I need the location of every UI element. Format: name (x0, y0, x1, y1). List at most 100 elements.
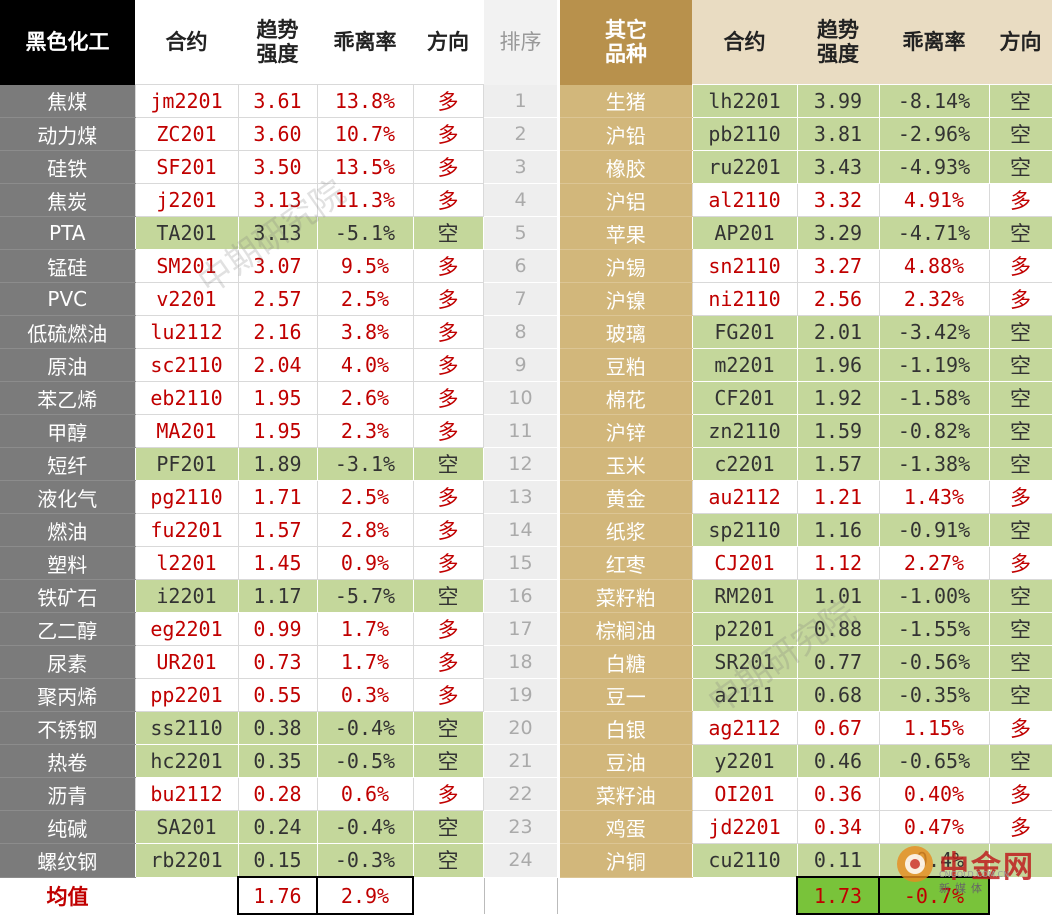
separator (557, 612, 560, 646)
left-trend-strength: 0.24 (237, 810, 318, 844)
left-deviation: 13.5% (316, 150, 414, 184)
average-empty-cell (135, 877, 238, 914)
right-trend-strength: 1.92 (796, 381, 880, 415)
left-trend-strength: 1.89 (237, 447, 318, 481)
right-deviation: -0.65% (878, 744, 990, 778)
right-commodity-name: 纸浆 (560, 513, 692, 547)
right-commodity-name: 橡胶 (560, 150, 692, 184)
table-row: 低硫燃油 lu2112 2.16 3.8% 多 8 玻璃 FG201 2.01 -3.42% 空 (0, 315, 1052, 349)
left-direction: 多 (412, 150, 484, 184)
right-contract: p2201 (691, 612, 798, 646)
left-direction: 多 (412, 513, 484, 547)
right-trend-strength: 2.01 (796, 315, 880, 349)
separator (557, 744, 560, 778)
left-commodity-name: 不锈钢 (0, 711, 135, 745)
right-contract: SR201 (691, 645, 798, 679)
left-trend-strength: 1.71 (237, 480, 318, 514)
left-deviation: 2.6% (316, 381, 414, 415)
rank-number: 4 (484, 183, 557, 217)
right-contract: OI201 (691, 777, 798, 811)
table-row: PTA TA201 3.13 -5.1% 空 5 苹果 AP201 3.29 -4.71% 空 (0, 216, 1052, 250)
table-row: 液化气 pg2110 1.71 2.5% 多 13 黄金 au2112 1.21 1.43% 多 (0, 480, 1052, 514)
left-contract: i2201 (134, 579, 239, 613)
left-contract: ss2110 (134, 711, 239, 745)
table-row: 热卷 hc2201 0.35 -0.5% 空 21 豆油 y2201 0.46 -0.65% 空 (0, 744, 1052, 778)
right-deviation: -8.14% (878, 84, 990, 118)
left-trend-strength: 3.13 (237, 216, 318, 250)
right-deviation: -1.19% (878, 348, 990, 382)
separator (557, 282, 560, 316)
left-contract: pp2201 (134, 678, 239, 712)
rank-number: 7 (484, 282, 557, 316)
left-commodity-name: 螺纹钢 (0, 843, 135, 878)
left-commodity-name: 动力煤 (0, 117, 135, 151)
right-commodity-name: 白银 (560, 711, 692, 745)
left-trend-strength: 3.07 (237, 249, 318, 283)
right-trend-strength: 1.12 (796, 546, 880, 580)
direction-header: 方向 (413, 0, 483, 85)
table-row: 苯乙烯 eb2110 1.95 2.6% 多 10 棉花 CF201 1.92 -1.58% 空 (0, 381, 1052, 415)
separator (557, 315, 560, 349)
left-contract: SA201 (134, 810, 239, 844)
right-deviation: 0.40% (878, 777, 990, 811)
table-row: 甲醇 MA201 1.95 2.3% 多 11 沪锌 zn2110 1.59 -0.82% 空 (0, 414, 1052, 448)
right-deviation: 2.27% (878, 546, 990, 580)
right-contract: CJ201 (691, 546, 798, 580)
right-contract: y2201 (691, 744, 798, 778)
left-contract: j2201 (134, 183, 239, 217)
separator (483, 447, 484, 481)
right-contract: sp2110 (691, 513, 798, 547)
separator (557, 150, 560, 184)
right-contract: RM201 (691, 579, 798, 613)
right-commodity-name: 红枣 (560, 546, 692, 580)
left-trend-strength: 3.13 (237, 183, 318, 217)
right-commodity-name: 棉花 (560, 381, 692, 415)
right-trend-strength: 0.88 (796, 612, 880, 646)
left-commodity-name: 焦炭 (0, 183, 135, 217)
right-direction: 多 (988, 546, 1052, 580)
right-deviation: -0.82% (878, 414, 990, 448)
left-direction: 多 (412, 183, 484, 217)
separator (483, 612, 484, 646)
right-deviation: -1.58% (878, 381, 990, 415)
table-row: 螺纹钢 rb2201 0.15 -0.3% 空 24 沪铜 cu2110 0.11 -0.4% (0, 843, 1052, 878)
trend-header-right: 趋势 强度 (797, 0, 879, 85)
right-title-line1: 其它 (605, 18, 647, 43)
left-commodity-name: 沥青 (0, 777, 135, 811)
right-trend-strength: 3.81 (796, 117, 880, 151)
left-direction: 空 (412, 579, 484, 613)
left-contract: TA201 (134, 216, 239, 250)
rank-number: 12 (484, 447, 557, 481)
separator (483, 744, 484, 778)
left-contract: SF201 (134, 150, 239, 184)
left-direction: 空 (412, 711, 484, 745)
right-trend-strength: 3.32 (796, 183, 880, 217)
left-deviation: -5.1% (316, 216, 414, 250)
left-trend-strength: 2.04 (237, 348, 318, 382)
left-direction: 多 (412, 315, 484, 349)
separator (483, 183, 484, 217)
table-row: 纯碱 SA201 0.24 -0.4% 空 23 鸡蛋 jd2201 0.34 0.47% 多 (0, 810, 1052, 844)
rank-number: 3 (484, 150, 557, 184)
left-deviation: 0.9% (316, 546, 414, 580)
right-deviation: -4.71% (878, 216, 990, 250)
left-deviation: -0.3% (316, 843, 414, 878)
left-commodity-name: 乙二醇 (0, 612, 135, 646)
left-deviation: -5.7% (316, 579, 414, 613)
left-trend-strength: 0.99 (237, 612, 318, 646)
left-contract: ZC201 (134, 117, 239, 151)
separator (483, 678, 484, 712)
left-contract: hc2201 (134, 744, 239, 778)
rank-number: 16 (484, 579, 557, 613)
left-contract: pg2110 (134, 480, 239, 514)
rank-number: 24 (484, 843, 557, 878)
left-commodity-name: 塑料 (0, 546, 135, 580)
separator (483, 711, 484, 745)
right-average-trend: 1.73 (796, 876, 880, 915)
left-trend-strength: 0.38 (237, 711, 318, 745)
right-contract: jd2201 (691, 810, 798, 844)
separator (483, 381, 484, 415)
left-commodity-name: 纯碱 (0, 810, 135, 844)
left-commodity-name: 短纤 (0, 447, 135, 481)
